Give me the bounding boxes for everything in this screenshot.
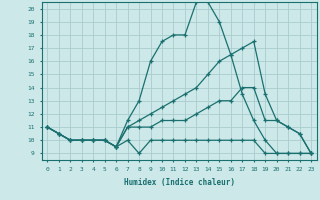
- X-axis label: Humidex (Indice chaleur): Humidex (Indice chaleur): [124, 178, 235, 186]
